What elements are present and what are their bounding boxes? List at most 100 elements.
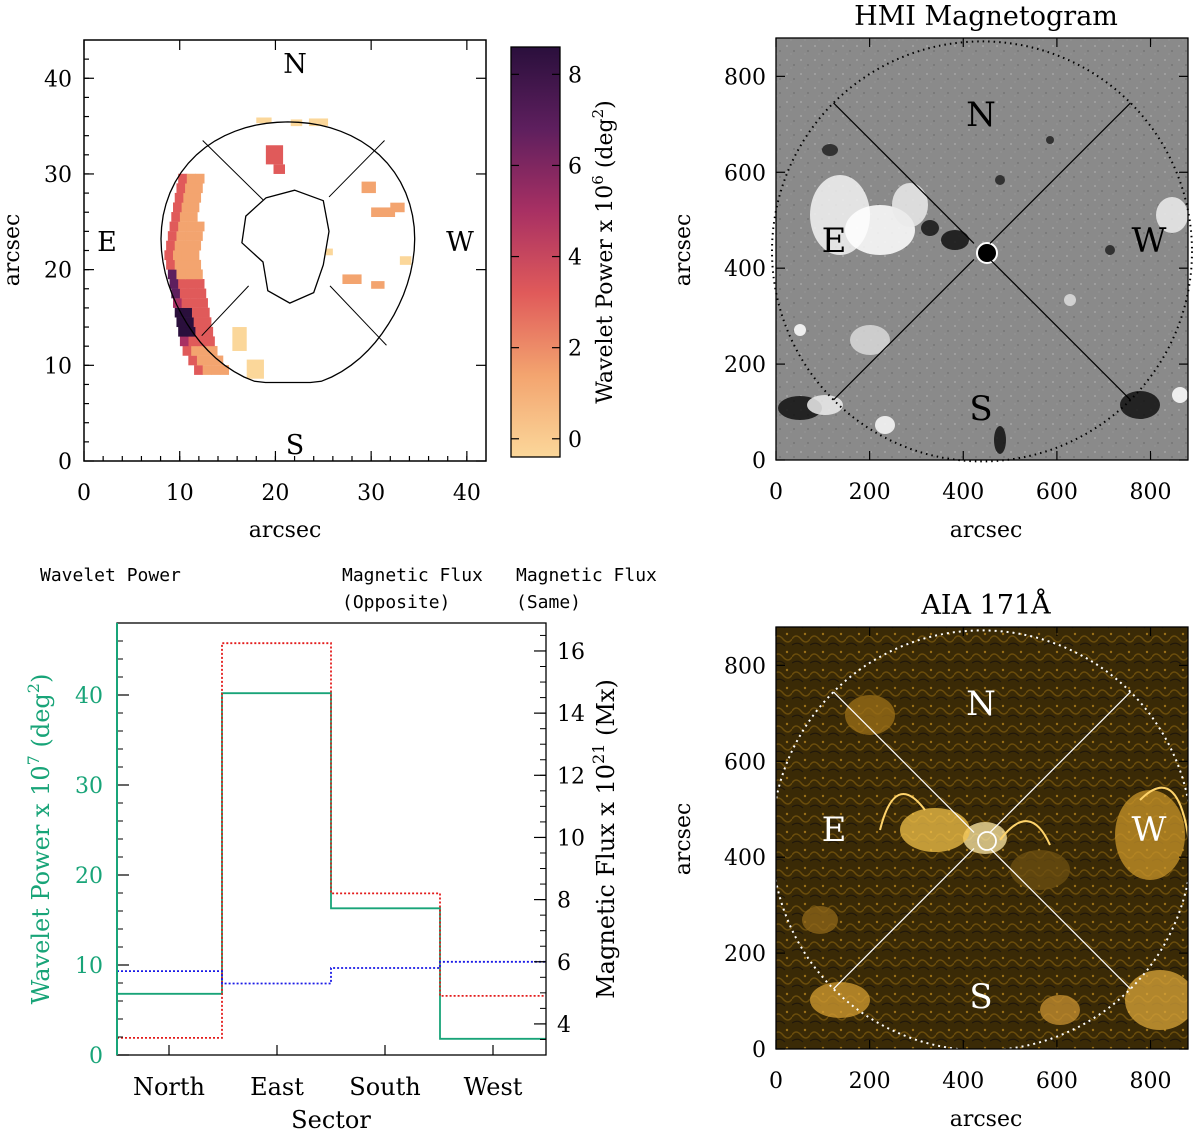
wavelet-map-ylabel: arcsec [0,214,25,287]
wavelet-power-cell [390,202,405,213]
magnetic-feature [1120,391,1160,419]
wavelet-power-cell [182,345,192,356]
colorbar-tick-label: 4 [568,246,582,271]
magnetic-feature [794,324,806,336]
colorbar-tick-label: 0 [568,428,582,453]
wavelet-power-cell [164,250,174,261]
left-y-axis: 0 10 20 30 40 [75,623,129,1069]
hmi-xlabel: arcsec [950,518,1023,543]
y-tick-label: 600 [724,750,766,775]
colorbar-ticks [511,73,560,440]
hmi-frame [775,37,1189,461]
x-tick-label: 20 [261,481,289,506]
right-y-axis: 4 6 8 10 12 14 16 [534,634,585,1040]
x-tick-label: 200 [849,480,891,505]
category-label-north: North [133,1073,205,1101]
magnetic-feature [892,183,928,227]
wavelet-power-cell [181,298,191,308]
hmi-tick-labels: 00 200 200 400 400 600 600 800 800 [724,65,1172,505]
y-tick-label: 800 [724,65,766,90]
wavelet-power-cell [178,221,188,232]
colorbar-tick-label: 8 [568,63,582,88]
sector-line [989,847,1131,990]
magnetic-feature [995,175,1005,185]
wavelet-power-cell [176,269,186,280]
wavelet-colorbar: 0 2 4 6 8 Wavelet Power x 106 (deg2) [510,46,618,458]
hmi-sector-overlay [771,40,1193,463]
right-y-tick-label: 14 [557,702,585,727]
wavelet-power-cell [173,298,183,308]
wavelet-power-cell [204,326,214,337]
y-tick-label: 400 [724,257,766,282]
chart-xlabel: Sector [291,1106,371,1133]
annulus-inner-boundary [241,189,330,304]
wavelet-power-cell [188,288,198,299]
wavelet-power-cell [176,183,186,194]
category-label-east: East [250,1073,304,1101]
coronal-bright-region [900,808,970,852]
legend-same-line2: (Same) [516,592,581,613]
series-magnetic-flux-opposite- [117,642,546,1039]
wavelet-power-cell [191,192,202,203]
x-tick-label: 400 [942,1069,984,1094]
wavelet-power-cell [174,192,184,203]
wavelet-power-cell [179,336,189,347]
wavelet-power-cell [219,365,230,375]
wavelet-power-cell [323,248,333,256]
x-tick-label: 800 [1130,1069,1172,1094]
x-axis-categories: North East South West [133,1045,523,1101]
coronal-loop [999,820,1051,846]
wavelet-power-cell [193,317,203,328]
coronal-bright-region [1040,995,1080,1025]
coronal-bright-region [1125,970,1188,1030]
left-y-tick-label: 0 [89,1044,103,1069]
wavelet-power-cell [188,355,198,366]
chart-series [117,642,546,1040]
sector-line [833,847,975,990]
y-tick-label: 40 [44,67,72,92]
wavelet-power-cell [186,221,196,232]
wavelet-power-cell [167,269,177,280]
wavelet-map-label-south: S [286,430,305,461]
y-tick-label: 600 [724,161,766,186]
wavelet-power-cell [167,231,177,241]
wavelet-power-cell [196,355,207,366]
wavelet-map-label-east: E [97,227,117,258]
aia-tick-labels: 00 200 200 400 400 600 600 800 800 [724,654,1172,1094]
x-tick-label: 30 [357,481,385,506]
wavelet-power-cell [183,307,193,318]
chart-left-ylabel: Wavelet Power x 107 (deg2) [24,674,55,1005]
hmi-axes [775,38,1188,461]
wavelet-power-cell [183,259,193,270]
sector-divider [202,140,264,201]
wavelet-power-cell [193,231,203,241]
hmi-ylabel: arcsec [671,214,696,287]
aia-title: AIA 171Å [920,588,1051,621]
chart-right-ylabel: Magnetic Flux x 1021 (Mx) [589,679,620,999]
wavelet-power-cell [185,317,195,328]
wavelet-power-cell [185,231,195,241]
x-tick-label: 0 [769,1069,783,1094]
wavelet-power-cell [176,317,186,328]
wavelet-power-cell [208,345,218,356]
wavelet-power-cell [195,279,205,289]
x-tick-label: 0 [77,481,91,506]
sector-line [989,258,1131,401]
y-tick-label: 0 [752,449,766,474]
sector-chart-panel: Wavelet Power Magnetic Flux (Opposite) M… [24,565,657,1133]
aia-bright-loops [802,695,1188,1030]
wavelet-power-cell [202,317,212,328]
wavelet-map-label-west: W [446,227,474,258]
right-y-tick-label: 4 [557,1013,571,1038]
sector-line [833,691,975,833]
right-y-tick-label: 16 [557,640,585,665]
wavelet-power-cell [191,240,202,251]
coronal-bright-region [802,906,838,934]
y-tick-label: 200 [724,942,766,967]
x-tick-label: 600 [1036,1069,1078,1094]
wavelet-power-cell [256,117,272,124]
y-tick-label: 200 [724,353,766,378]
wavelet-power-cell [173,250,183,261]
wavelet-power-cell [205,336,215,347]
aia-label-west: W [1132,810,1167,850]
